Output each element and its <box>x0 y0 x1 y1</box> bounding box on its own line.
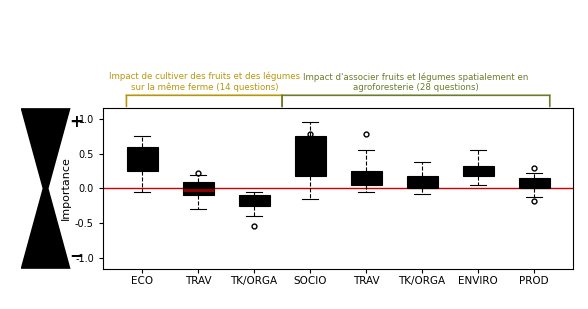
Text: Impact de cultiver des fruits et des légumes
sur la même ferme (14 questions): Impact de cultiver des fruits et des lég… <box>109 72 300 92</box>
PathPatch shape <box>126 146 158 171</box>
Polygon shape <box>21 108 71 269</box>
Text: −: − <box>69 246 83 264</box>
PathPatch shape <box>350 171 382 185</box>
Text: +: + <box>69 113 83 131</box>
PathPatch shape <box>407 176 437 188</box>
Y-axis label: Importance: Importance <box>61 157 71 220</box>
PathPatch shape <box>295 136 326 176</box>
Text: Impact d'associer fruits et légumes spatialement en
agroforesterie (28 questions: Impact d'associer fruits et légumes spat… <box>303 72 529 92</box>
PathPatch shape <box>519 178 550 188</box>
PathPatch shape <box>463 166 493 176</box>
PathPatch shape <box>183 181 213 196</box>
PathPatch shape <box>239 196 269 206</box>
